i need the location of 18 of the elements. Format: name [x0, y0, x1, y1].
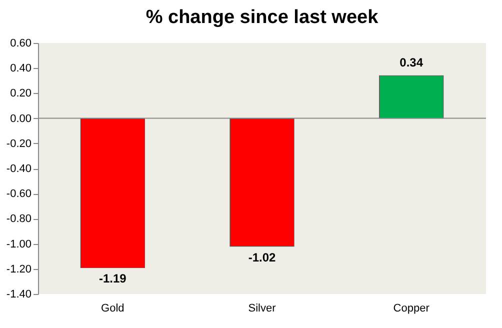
x-tick-label: Silver [248, 302, 276, 314]
y-tick-label: -1.40 [6, 288, 32, 300]
x-tick-label: Gold [101, 302, 124, 314]
y-tick-label: 0.40 [10, 62, 32, 75]
x-tick-label: Copper [393, 302, 430, 314]
y-tick-label: 0.00 [10, 112, 32, 125]
data-label: -1.19 [98, 272, 127, 286]
y-tick-label: -0.20 [6, 138, 32, 150]
chart-title: % change since last week [146, 7, 379, 28]
y-tick-label: -0.60 [6, 188, 32, 200]
y-tick-label: -0.40 [6, 163, 32, 175]
data-label: 0.34 [400, 56, 424, 70]
y-tick-label: -0.80 [6, 213, 32, 226]
y-tick-label: -1.20 [6, 263, 32, 276]
y-tick-label: 0.60 [10, 38, 32, 50]
y-tick-label: 0.20 [10, 88, 32, 100]
data-label: -1.02 [248, 250, 276, 264]
y-tick-label: -1.00 [6, 238, 32, 250]
